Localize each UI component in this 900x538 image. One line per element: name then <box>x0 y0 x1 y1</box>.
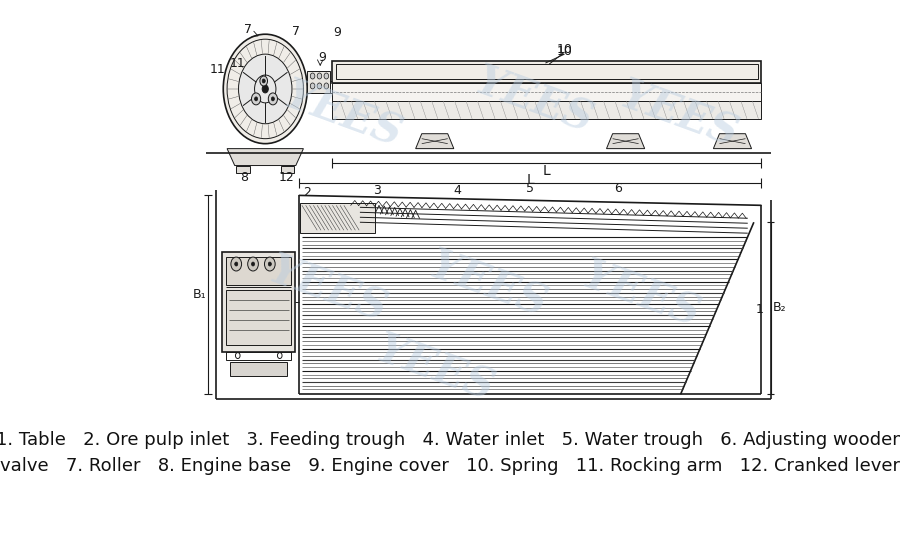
Bar <box>332 61 761 83</box>
Text: 1: 1 <box>755 303 763 316</box>
Text: B₂: B₂ <box>773 301 787 314</box>
Circle shape <box>268 93 277 105</box>
Text: 8: 8 <box>240 171 248 184</box>
Circle shape <box>223 34 307 144</box>
Text: YEES: YEES <box>469 60 599 141</box>
Circle shape <box>272 97 274 101</box>
Circle shape <box>324 73 328 79</box>
Bar <box>332 83 761 101</box>
Bar <box>226 290 292 345</box>
Circle shape <box>265 257 275 271</box>
Text: valve   7. Roller   8. Engine base   9. Engine cover   10. Spring   11. Rocking : valve 7. Roller 8. Engine base 9. Engine… <box>0 457 900 475</box>
Bar <box>337 64 758 79</box>
Text: 9: 9 <box>319 51 327 63</box>
Text: YEES: YEES <box>576 254 706 336</box>
Text: 12: 12 <box>279 171 294 184</box>
Text: 3: 3 <box>374 184 382 197</box>
Circle shape <box>248 257 258 271</box>
Circle shape <box>231 257 241 271</box>
Circle shape <box>251 262 255 266</box>
Text: 10: 10 <box>556 43 572 55</box>
Text: 9: 9 <box>333 26 341 39</box>
Text: 4: 4 <box>454 184 462 197</box>
Text: 5: 5 <box>526 182 535 195</box>
Text: 7: 7 <box>245 23 253 36</box>
Circle shape <box>268 262 272 266</box>
Circle shape <box>260 76 267 86</box>
Text: YEES: YEES <box>370 329 500 410</box>
Text: 7: 7 <box>292 25 300 38</box>
Circle shape <box>310 73 315 79</box>
Polygon shape <box>607 134 644 148</box>
Circle shape <box>310 83 315 89</box>
Text: L: L <box>526 173 534 187</box>
Bar <box>230 362 287 377</box>
Circle shape <box>262 79 266 83</box>
Text: B₁: B₁ <box>193 288 206 301</box>
Text: 10: 10 <box>556 45 572 58</box>
Text: YEES: YEES <box>278 75 409 157</box>
Polygon shape <box>301 203 375 233</box>
Text: 11: 11 <box>230 56 246 69</box>
Text: 6: 6 <box>614 182 622 195</box>
Text: YEES: YEES <box>614 75 744 157</box>
Bar <box>226 257 292 285</box>
Circle shape <box>255 97 257 101</box>
Circle shape <box>262 85 268 93</box>
Circle shape <box>317 83 321 89</box>
Bar <box>332 101 761 119</box>
Polygon shape <box>227 148 303 166</box>
Bar <box>222 252 295 351</box>
Circle shape <box>317 73 321 79</box>
Bar <box>281 166 294 173</box>
Circle shape <box>324 83 328 89</box>
Circle shape <box>235 262 238 266</box>
Text: 11: 11 <box>210 62 226 75</box>
Circle shape <box>238 54 292 124</box>
Polygon shape <box>714 134 752 148</box>
Bar <box>307 71 330 93</box>
Text: 2: 2 <box>303 186 311 199</box>
Text: YEES: YEES <box>263 249 393 331</box>
Text: L: L <box>543 164 551 178</box>
Text: 1. Table   2. Ore pulp inlet   3. Feeding trough   4. Water inlet   5. Water tro: 1. Table 2. Ore pulp inlet 3. Feeding tr… <box>0 431 900 449</box>
Circle shape <box>251 93 261 105</box>
Bar <box>236 166 250 173</box>
Text: YEES: YEES <box>423 244 554 325</box>
Polygon shape <box>416 134 454 148</box>
